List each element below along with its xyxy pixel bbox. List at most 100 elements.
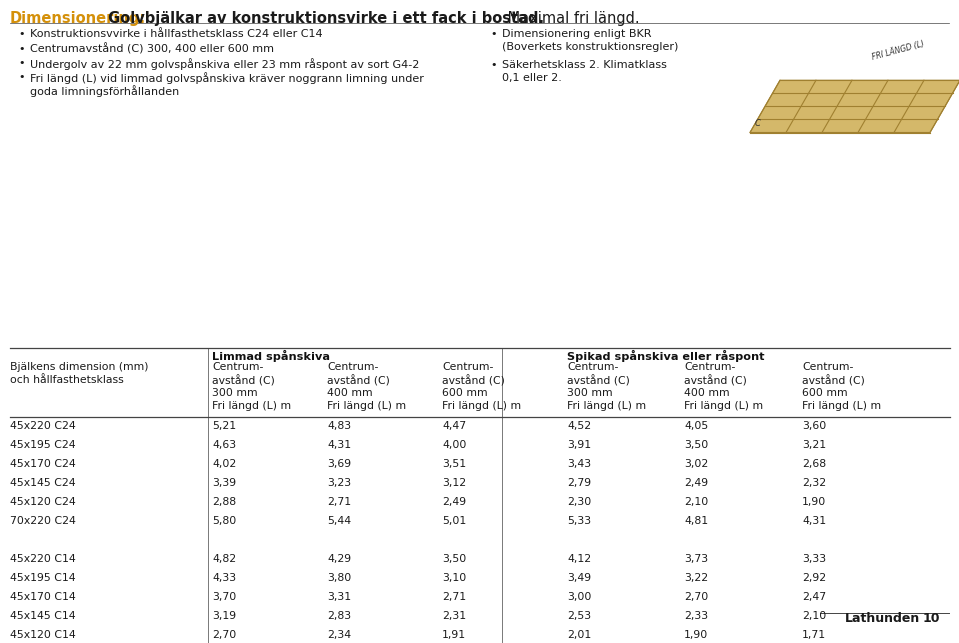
Text: avstånd (C): avstånd (C) (442, 375, 504, 386)
Text: •: • (18, 58, 25, 68)
Text: 4,02: 4,02 (212, 459, 236, 469)
Text: 45x120 C14: 45x120 C14 (10, 630, 76, 640)
Text: 3,10: 3,10 (442, 573, 466, 583)
Text: 4,81: 4,81 (684, 516, 708, 526)
Text: 45x145 C14: 45x145 C14 (10, 611, 76, 621)
Text: C: C (755, 118, 760, 127)
Text: 300 mm: 300 mm (567, 388, 613, 398)
Text: 5,01: 5,01 (442, 516, 466, 526)
Text: 45x220 C24: 45x220 C24 (10, 421, 76, 431)
Text: 3,73: 3,73 (684, 554, 708, 564)
Text: 5,44: 5,44 (327, 516, 351, 526)
Text: Fri längd (L) m: Fri längd (L) m (327, 401, 406, 411)
Polygon shape (750, 80, 959, 132)
Text: 70x220 C24: 70x220 C24 (10, 516, 76, 526)
Text: 2,92: 2,92 (802, 573, 826, 583)
Text: avstånd (C): avstånd (C) (212, 375, 275, 386)
Text: Centrumavstånd (C) 300, 400 eller 600 mm: Centrumavstånd (C) 300, 400 eller 600 mm (30, 44, 274, 55)
Text: 3,80: 3,80 (327, 573, 351, 583)
Text: 3,22: 3,22 (684, 573, 708, 583)
Text: 2,88: 2,88 (212, 497, 236, 507)
Text: 0,1 eller 2.: 0,1 eller 2. (502, 73, 562, 83)
Text: 400 mm: 400 mm (327, 388, 373, 398)
Text: goda limningsförhållanden: goda limningsförhållanden (30, 86, 179, 97)
Text: 3,69: 3,69 (327, 459, 351, 469)
Text: 3,91: 3,91 (567, 440, 591, 450)
Text: 1,90: 1,90 (684, 630, 709, 640)
Text: 3,50: 3,50 (684, 440, 709, 450)
Text: (Boverkets konstruktionsregler): (Boverkets konstruktionsregler) (502, 42, 678, 51)
Text: Centrum-: Centrum- (567, 362, 619, 372)
Text: 2,70: 2,70 (684, 592, 709, 602)
Text: 10: 10 (923, 612, 940, 625)
Text: 4,63: 4,63 (212, 440, 236, 450)
Text: Centrum-: Centrum- (802, 362, 854, 372)
Text: 5,80: 5,80 (212, 516, 236, 526)
Text: 3,43: 3,43 (567, 459, 591, 469)
Text: avstånd (C): avstånd (C) (327, 375, 390, 386)
Text: 45x195 C14: 45x195 C14 (10, 573, 76, 583)
Text: 3,19: 3,19 (212, 611, 236, 621)
Text: Konstruktionsvvirke i hållfasthetsklass C24 eller C14: Konstruktionsvvirke i hållfasthetsklass … (30, 29, 322, 39)
Text: Maximal fri längd.: Maximal fri längd. (503, 11, 640, 26)
Text: Bjälkens dimension (mm): Bjälkens dimension (mm) (10, 362, 149, 372)
Text: 3,70: 3,70 (212, 592, 236, 602)
Text: Undergolv av 22 mm golvspånskiva eller 23 mm råspont av sort G4-2: Undergolv av 22 mm golvspånskiva eller 2… (30, 58, 419, 70)
Text: Lathunden: Lathunden (845, 612, 920, 625)
Text: Centrum-: Centrum- (212, 362, 264, 372)
Text: 2,71: 2,71 (327, 497, 351, 507)
Text: 2,53: 2,53 (567, 611, 591, 621)
Text: 2,31: 2,31 (442, 611, 466, 621)
Text: Dimensionering enligt BKR: Dimensionering enligt BKR (502, 29, 651, 39)
Text: 3,00: 3,00 (567, 592, 592, 602)
Text: Fri längd (L) m: Fri längd (L) m (802, 401, 881, 411)
Text: Fri längd (L) m: Fri längd (L) m (684, 401, 763, 411)
Text: 3,31: 3,31 (327, 592, 351, 602)
Text: 45x170 C24: 45x170 C24 (10, 459, 76, 469)
Text: 2,70: 2,70 (212, 630, 236, 640)
Text: 45x145 C24: 45x145 C24 (10, 478, 76, 488)
Text: •: • (18, 73, 25, 82)
Text: 3,12: 3,12 (442, 478, 466, 488)
Text: avstånd (C): avstånd (C) (567, 375, 630, 386)
Text: 400 mm: 400 mm (684, 388, 730, 398)
Text: FRI LÄNGD (L): FRI LÄNGD (L) (871, 39, 925, 62)
Text: •: • (18, 29, 25, 39)
Text: Fri längd (L) m: Fri längd (L) m (567, 401, 646, 411)
Text: Fri längd (L) vid limmad golvspånskiva kräver noggrann limning under: Fri längd (L) vid limmad golvspånskiva k… (30, 73, 424, 84)
Text: Limmad spånskiva: Limmad spånskiva (212, 350, 330, 362)
Text: 300 mm: 300 mm (212, 388, 258, 398)
Text: 4,00: 4,00 (442, 440, 466, 450)
Text: 4,52: 4,52 (567, 421, 591, 431)
Text: 1,71: 1,71 (802, 630, 826, 640)
Text: 600 mm: 600 mm (442, 388, 487, 398)
Text: Fri längd (L) m: Fri längd (L) m (212, 401, 292, 411)
Text: 2,68: 2,68 (802, 459, 826, 469)
Text: 3,51: 3,51 (442, 459, 466, 469)
Text: 3,23: 3,23 (327, 478, 351, 488)
Text: 2,83: 2,83 (327, 611, 351, 621)
Text: 1,90: 1,90 (802, 497, 827, 507)
Text: 1,91: 1,91 (442, 630, 466, 640)
Text: 2,49: 2,49 (684, 478, 708, 488)
Text: •: • (490, 60, 497, 70)
Text: Dimensionering:: Dimensionering: (10, 11, 147, 26)
Text: 2,49: 2,49 (442, 497, 466, 507)
Text: 5,33: 5,33 (567, 516, 591, 526)
Text: Spikad spånskiva eller råspont: Spikad spånskiva eller råspont (567, 350, 764, 362)
Text: 3,02: 3,02 (684, 459, 709, 469)
Text: 4,31: 4,31 (802, 516, 826, 526)
Text: 3,50: 3,50 (442, 554, 466, 564)
Text: 45x120 C24: 45x120 C24 (10, 497, 76, 507)
Text: 4,82: 4,82 (212, 554, 236, 564)
Text: Centrum-: Centrum- (684, 362, 736, 372)
Text: 4,31: 4,31 (327, 440, 351, 450)
Text: 3,60: 3,60 (802, 421, 827, 431)
Text: 2,79: 2,79 (567, 478, 591, 488)
Text: 45x195 C24: 45x195 C24 (10, 440, 76, 450)
Text: 2,10: 2,10 (802, 611, 827, 621)
Text: avstånd (C): avstånd (C) (802, 375, 865, 386)
Text: 600 mm: 600 mm (802, 388, 848, 398)
Text: 5,21: 5,21 (212, 421, 236, 431)
Text: 4,29: 4,29 (327, 554, 351, 564)
